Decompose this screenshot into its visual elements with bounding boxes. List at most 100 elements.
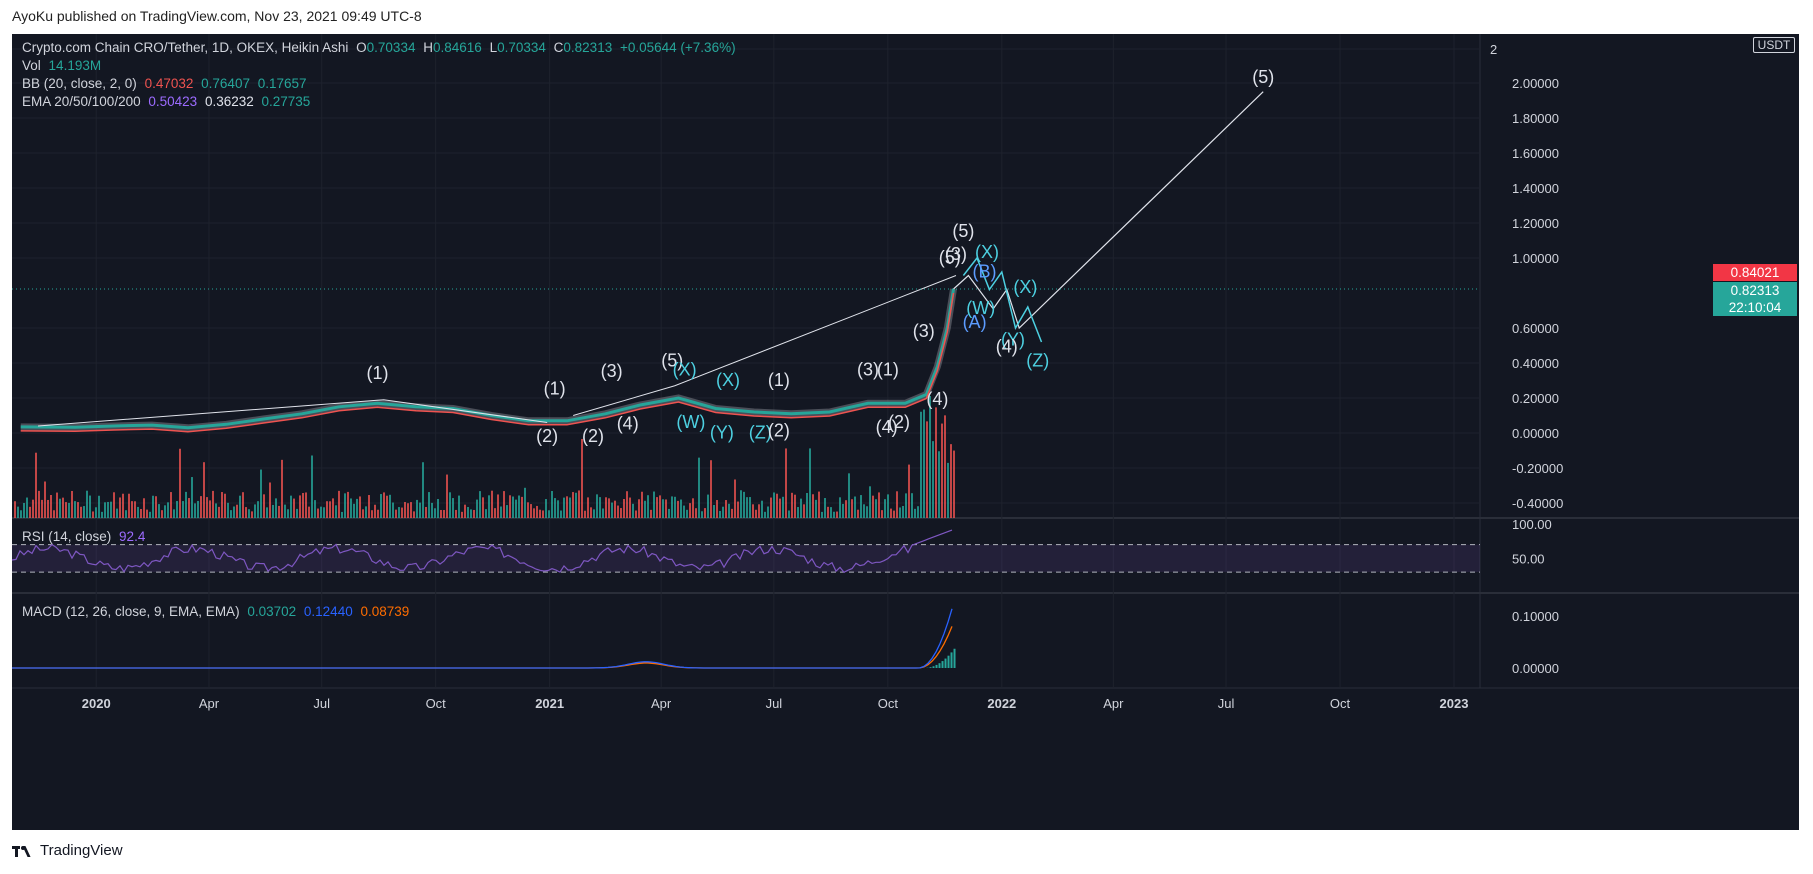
rsi-label: RSI (14, close) [22, 529, 112, 544]
volume-bar [341, 511, 343, 518]
volume-bar [488, 495, 490, 518]
volume-bar [29, 506, 31, 518]
volume-bar [89, 495, 91, 518]
volume-bar [104, 502, 106, 518]
volume-bar [905, 493, 907, 518]
volume-bar [461, 511, 463, 518]
volume-bar [752, 504, 754, 518]
volume-bar [380, 494, 382, 518]
wave-label: (2) [582, 426, 604, 446]
projection-line [953, 91, 1264, 330]
wave-label: (4) [876, 417, 898, 437]
volume-bar [875, 499, 877, 518]
volume-bar [278, 505, 280, 518]
vol-legend: Vol 14.193M [22, 58, 105, 73]
volume-bar [863, 504, 865, 518]
volume-bar [845, 500, 847, 518]
volume-bar [851, 499, 853, 518]
volume-bar [458, 495, 460, 518]
volume-bar [290, 495, 292, 518]
volume-bar [866, 506, 868, 518]
time-tick-label: Jul [313, 696, 330, 711]
wave-label: (3) [913, 321, 935, 341]
wave-label: (1) [768, 370, 790, 390]
corrective-wave-line [962, 256, 1043, 343]
high-price-marker: 0.84021 [1713, 264, 1797, 281]
volume-bar [803, 504, 805, 518]
wave-label: (5) [661, 351, 683, 371]
volume-bar [710, 460, 712, 518]
volume-bar [161, 510, 163, 518]
wave-label: (X) [975, 242, 999, 262]
volume-bar [308, 506, 310, 518]
volume-bar [653, 491, 655, 518]
volume-bar [272, 504, 274, 518]
volume-bar [428, 492, 430, 518]
price-tick-label: 2 [1490, 42, 1497, 57]
volume-bar [707, 494, 709, 518]
volume-bar [821, 511, 823, 518]
volume-bar [101, 511, 103, 518]
rsi-value: 92.4 [119, 529, 146, 544]
volume-bar [254, 504, 256, 518]
time-tick-label: 2020 [82, 696, 111, 711]
bollinger-band [20, 288, 957, 432]
volume-bar [674, 496, 676, 518]
volume-bar [98, 495, 100, 518]
wave-label: (W) [676, 412, 705, 432]
volume-bar [92, 511, 94, 518]
bb-label: BB (20, close, 2, 0) [22, 76, 137, 91]
wave-label: (3) [945, 244, 967, 264]
price-tick-label: 0.60000 [1512, 321, 1559, 336]
time-tick-label: Apr [199, 696, 220, 711]
volume-bar [392, 502, 394, 518]
volume-bar [596, 494, 598, 518]
low-value: 0.70334 [497, 40, 546, 55]
volume-bar [896, 491, 898, 518]
volume-bar [644, 500, 646, 518]
volume-bar [599, 497, 601, 518]
volume-bar [914, 508, 916, 518]
volume-bar [527, 502, 529, 518]
volume-bar [440, 509, 442, 518]
volume-bar [65, 502, 67, 518]
volume-bar [695, 508, 697, 518]
ema-value-2: 0.36232 [204, 94, 254, 109]
chart-area[interactable]: 2 2.00000 1.80000 1.60000 1.40000 1.20000 1.00… [12, 34, 1799, 830]
volume-bar [506, 505, 508, 518]
volume-bar [770, 497, 772, 518]
price-tick-label: 1.20000 [1512, 216, 1559, 231]
volume-bar [881, 510, 883, 518]
volume-bar [359, 496, 361, 518]
macd-histogram-bar [944, 658, 947, 668]
volume-bar [572, 492, 574, 518]
volume-bar [281, 459, 283, 518]
chart-canvas[interactable]: 2 2.00000 1.80000 1.60000 1.40000 1.20000 1.00… [12, 34, 1799, 830]
macd-value: 0.12440 [303, 604, 353, 619]
price-tick-label: 1.80000 [1512, 111, 1559, 126]
volume-bar [362, 509, 364, 518]
macd-histogram-bar [929, 667, 932, 668]
volume-bar [827, 506, 829, 518]
volume-bar [470, 509, 472, 518]
volume-bar [167, 502, 169, 518]
volume-bar [302, 492, 304, 518]
volume-bar [233, 506, 235, 518]
volume-bar [815, 499, 817, 518]
volume-bar [185, 491, 187, 518]
volume-bar [464, 504, 466, 518]
volume-bar [479, 491, 481, 518]
macd-legend: MACD (12, 26, close, 9, EMA, EMA) 0.0370… [22, 604, 413, 619]
volume-bar [560, 510, 562, 518]
currency-badge[interactable]: USDT [1753, 37, 1795, 53]
rsi-band [12, 544, 1480, 573]
trend-line [573, 275, 957, 416]
volume-bar [197, 500, 199, 518]
volume-bar [293, 498, 295, 518]
volume-bar [944, 415, 946, 518]
ema-value-3: 0.27735 [261, 94, 311, 109]
volume-bar [218, 506, 220, 518]
volume-bar [230, 510, 232, 518]
volume-bar [296, 508, 298, 518]
volume-bar [26, 497, 28, 518]
